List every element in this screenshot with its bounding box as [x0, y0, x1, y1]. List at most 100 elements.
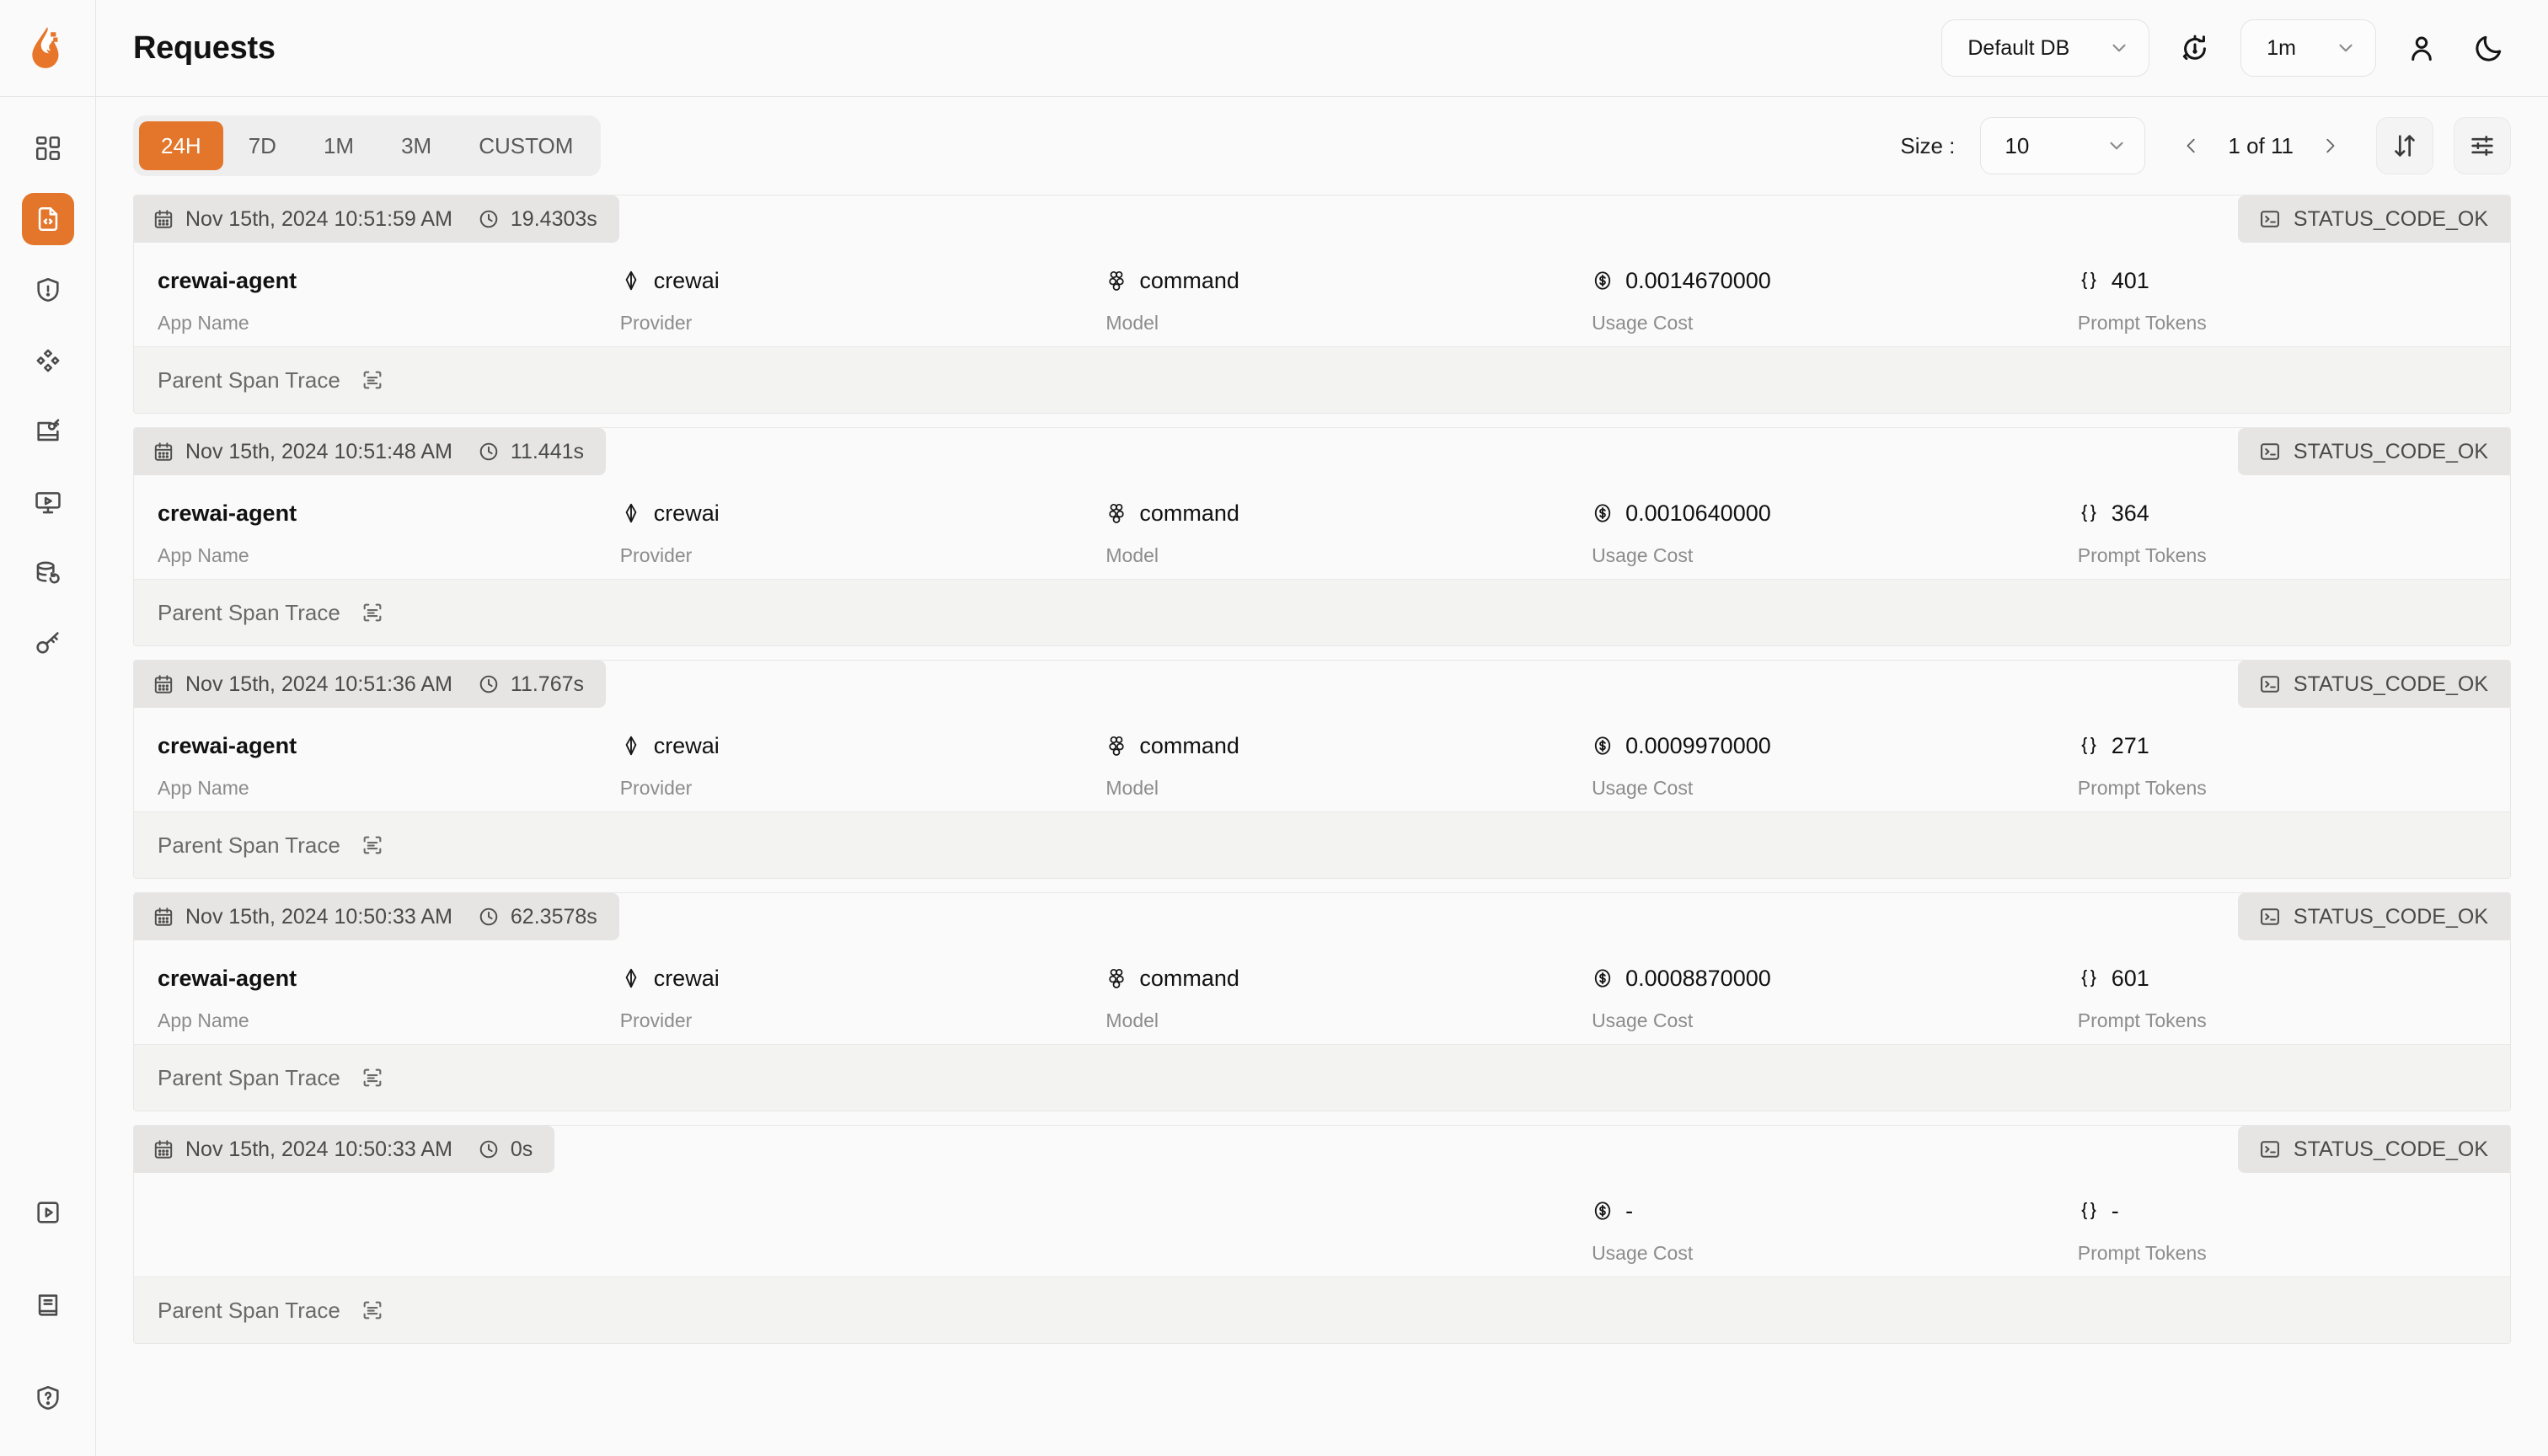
braces-icon: [2081, 1202, 2096, 1220]
profile-button[interactable]: [2400, 26, 2444, 70]
parent-span-trace-label: Parent Span Trace: [158, 367, 340, 393]
pagination-controls: Size : 10 1 of 11: [1900, 117, 2511, 174]
request-metrics: crewai-agent App Name crewai Provider co…: [134, 475, 2510, 580]
status-badge: STATUS_CODE_OK: [2237, 428, 2510, 475]
page-size-select[interactable]: 10: [1980, 117, 2146, 174]
provider-label: Provider: [619, 777, 693, 799]
request-duration-text: 11.441s: [510, 439, 585, 463]
parent-span-trace-row[interactable]: Parent Span Trace: [134, 812, 2510, 878]
filter-button[interactable]: [2454, 117, 2511, 174]
range-tab-1m[interactable]: 1M: [323, 132, 355, 158]
calendar-icon: [154, 907, 173, 926]
sidebar-bottom-items: [22, 1186, 74, 1456]
parent-span-trace-row[interactable]: Parent Span Trace: [134, 580, 2510, 645]
sidebar-item-videos[interactable]: [22, 1186, 74, 1239]
diamond-icon: [625, 968, 637, 988]
parent-span-trace-row[interactable]: Parent Span Trace: [134, 1045, 2510, 1111]
range-tab-7d[interactable]: 7D: [248, 132, 276, 158]
prompt-tokens-value: 364: [2111, 500, 2149, 526]
play-square-icon: [36, 1202, 59, 1223]
refresh-interval-select[interactable]: 1m: [2240, 19, 2376, 77]
moon-icon: [2476, 35, 2502, 62]
sidebar-item-help[interactable]: [22, 1372, 74, 1424]
range-tab-custom[interactable]: CUSTOM: [479, 132, 574, 158]
theme-toggle-button[interactable]: [2467, 26, 2511, 70]
metric-model: command Model: [1105, 499, 1592, 590]
terminal-icon: [2260, 211, 2279, 228]
request-timestamp: Nov 15th, 2024 10:50:33 AM: [153, 1138, 452, 1162]
dollar-coin-icon: [1594, 969, 1611, 988]
request-card[interactable]: Nov 15th, 2024 10:51:59 AM 19.4303s STAT…: [133, 195, 2511, 414]
status-badge: STATUS_CODE_OK: [2237, 195, 2510, 243]
chevron-left-icon: [2187, 138, 2196, 153]
note-key-icon: [36, 419, 59, 442]
request-metrics: crewai-agent App Name crewai Provider co…: [134, 940, 2510, 1045]
request-card[interactable]: Nov 15th, 2024 10:51:48 AM 11.441s STATU…: [133, 427, 2511, 646]
usage-cost-value: 0.0009970000: [1625, 732, 1771, 758]
next-page-button[interactable]: [2315, 126, 2344, 166]
range-tab-24h[interactable]: 24H: [139, 121, 223, 170]
diamond-icon: [625, 270, 637, 291]
status-badge-text: STATUS_CODE_OK: [2293, 904, 2488, 929]
request-meta: Nov 15th, 2024 10:50:33 AM 0s: [134, 1126, 555, 1173]
parent-span-trace-row[interactable]: Parent Span Trace: [134, 1277, 2510, 1343]
sidebar-item-api-keys[interactable]: [22, 618, 74, 670]
usage-cost-label: Usage Cost: [1592, 544, 1694, 566]
model-value: command: [1139, 732, 1239, 758]
metric-provider: crewai Provider: [620, 266, 1106, 357]
status-badge-text: STATUS_CODE_OK: [2293, 672, 2488, 696]
sidebar-item-datasets[interactable]: [22, 547, 74, 599]
prompt-tokens-value: 271: [2111, 732, 2149, 758]
top-bar-controls: Default DB 1m: [1941, 19, 2511, 77]
diamond-icon: [625, 736, 637, 756]
request-card[interactable]: Nov 15th, 2024 10:50:33 AM 0s STATUS_COD…: [133, 1125, 2511, 1344]
page-size-label: Size :: [1900, 132, 1956, 158]
parent-span-trace-row[interactable]: Parent Span Trace: [134, 347, 2510, 413]
braces-icon: [2081, 504, 2096, 522]
status-badge: STATUS_CODE_OK: [2237, 893, 2510, 940]
request-card[interactable]: Nov 15th, 2024 10:50:33 AM 62.3578s STAT…: [133, 892, 2511, 1111]
app-name-label: App Name: [158, 312, 249, 334]
sidebar-item-prompt-hub[interactable]: [22, 405, 74, 458]
sidebar-item-docs[interactable]: [22, 1279, 74, 1331]
status-badge: STATUS_CODE_OK: [2237, 1126, 2510, 1173]
request-metrics: crewai-agent App Name crewai Provider co…: [134, 243, 2510, 347]
sidebar-item-dashboard[interactable]: [22, 122, 74, 174]
trace-lines-icon: [363, 371, 382, 389]
requests-list: Nov 15th, 2024 10:51:59 AM 19.4303s STAT…: [96, 195, 2548, 1456]
prev-page-button[interactable]: [2177, 126, 2206, 166]
sort-button[interactable]: [2376, 117, 2433, 174]
metric-provider: [620, 1196, 1106, 1287]
molecule-icon: [1109, 736, 1125, 756]
request-duration: 11.767s: [478, 672, 584, 697]
request-card[interactable]: Nov 15th, 2024 10:51:36 AM 11.767s STATU…: [133, 660, 2511, 879]
range-tab-3m[interactable]: 3M: [401, 132, 432, 158]
metric-usage-cost: 0.0010640000 Usage Cost: [1592, 499, 2078, 590]
model-value: command: [1139, 965, 1239, 991]
prompt-tokens-label: Prompt Tokens: [2077, 777, 2207, 799]
request-meta: Nov 15th, 2024 10:51:59 AM 19.4303s: [134, 195, 619, 243]
metric-usage-cost: 0.0009970000 Usage Cost: [1592, 731, 2078, 822]
parent-span-trace-label: Parent Span Trace: [158, 1297, 340, 1323]
sidebar-item-vector-db[interactable]: [22, 335, 74, 387]
usage-cost-value: 0.0008870000: [1625, 965, 1771, 991]
metric-app-name: crewai-agent App Name: [134, 964, 620, 1055]
provider-value: crewai: [653, 267, 720, 293]
time-range-tabs: 24H 7D 1M 3M CUSTOM: [133, 115, 602, 176]
sidebar-item-exceptions[interactable]: [22, 264, 74, 316]
provider-label: Provider: [619, 544, 693, 566]
refresh-timer-button[interactable]: [2173, 26, 2217, 70]
sidebar-item-playground[interactable]: [22, 476, 74, 528]
database-select[interactable]: Default DB: [1941, 19, 2150, 77]
metric-prompt-tokens: 271 Prompt Tokens: [2077, 731, 2510, 822]
sidebar-item-requests[interactable]: [21, 193, 74, 245]
dollar-coin-icon: [1594, 1202, 1611, 1220]
app-logo[interactable]: [0, 0, 95, 97]
key-icon: [35, 632, 59, 654]
request-duration-text: 62.3578s: [510, 904, 597, 929]
page-indicator: 1 of 11: [2228, 132, 2294, 158]
book-icon: [38, 1294, 57, 1316]
sidebar: [0, 0, 96, 1456]
model-label: Model: [1105, 777, 1159, 799]
request-card-header: Nov 15th, 2024 10:51:36 AM 11.767s STATU…: [134, 661, 2510, 708]
